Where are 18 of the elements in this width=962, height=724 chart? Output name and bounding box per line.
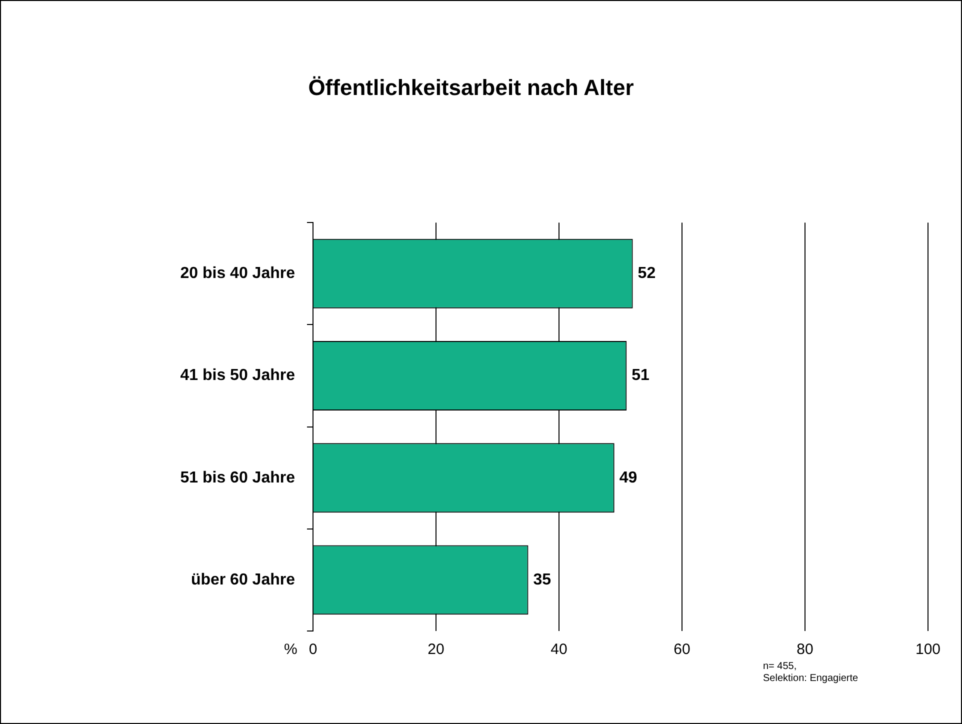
x-tick-label: 80 [796,641,814,658]
y-tick-label: 20 bis 40 Jahre [180,265,296,282]
x-tick-label: 0 [308,641,318,658]
data-label: 35 [533,571,552,588]
data-label: 52 [638,265,656,282]
y-tick-label: 51 bis 60 Jahre [180,469,296,486]
chart-title: Öffentlichkeitsarbeit nach Alter [307,75,635,101]
x-axis-title: % [284,641,298,658]
text: Selektion: Engagierte [763,673,858,685]
x-tick-label: 20 [428,641,444,658]
data-label: 51 [632,367,650,384]
x-tick-label: 60 [674,641,690,658]
y-tick-label: 41 bis 50 Jahre [180,367,296,384]
x-tick-label: 40 [550,641,568,658]
text: n= 455, [763,661,798,673]
y-tick-label: über 60 Jahre [190,571,296,588]
data-label: 49 [619,469,638,486]
x-tick-label: 100 [915,641,941,658]
